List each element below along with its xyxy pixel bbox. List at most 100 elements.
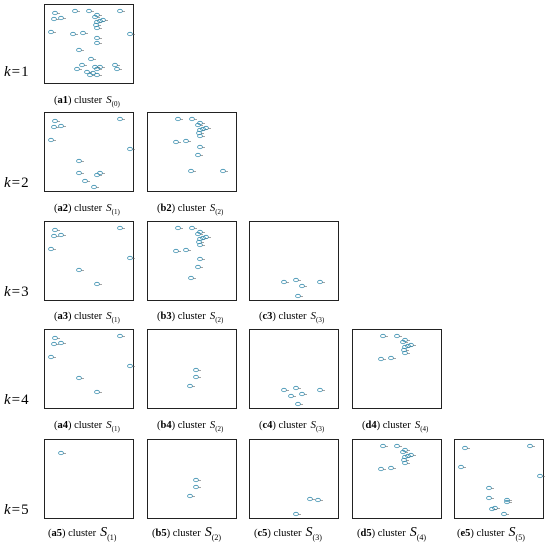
- cluster-marker: [94, 72, 102, 78]
- cluster-marker: [92, 64, 100, 70]
- cluster-marker: [187, 383, 195, 389]
- cluster-marker: [193, 374, 201, 380]
- cluster-plot-b3: [173, 225, 211, 281]
- cluster-marker: [76, 47, 84, 53]
- row-label-k4: k=4: [4, 392, 29, 408]
- caption-b5: (b5) cluster S(2): [152, 525, 222, 542]
- cluster-marker: [76, 158, 84, 164]
- cluster-marker: [299, 391, 307, 397]
- caption-d5: (d5) cluster S(4): [357, 525, 427, 542]
- cluster-marker: [402, 460, 410, 466]
- cluster-marker: [70, 31, 78, 37]
- cluster-marker: [293, 385, 301, 391]
- cluster-plot-e5: [458, 443, 545, 517]
- cluster-marker: [537, 473, 545, 479]
- cluster-panel-a1: [44, 4, 135, 84]
- cluster-marker: [94, 281, 102, 287]
- cluster-marker: [195, 264, 203, 270]
- cluster-marker: [193, 477, 201, 483]
- cluster-marker: [489, 506, 497, 512]
- row-label-k5: k=5: [4, 502, 29, 518]
- cluster-marker: [82, 178, 90, 184]
- cluster-panel-c4: [249, 329, 339, 409]
- cluster-plot-a2: [48, 116, 135, 190]
- cluster-marker: [288, 393, 296, 399]
- cluster-marker: [48, 29, 56, 35]
- cluster-plot-d4: [378, 333, 416, 362]
- cluster-marker: [486, 495, 494, 501]
- caption-d4: (d4) cluster S(4): [362, 419, 429, 434]
- row-label-k2: k=2: [4, 175, 29, 191]
- caption-c3: (c3) cluster S(3): [259, 310, 325, 325]
- cluster-marker: [197, 256, 205, 262]
- cluster-marker: [52, 118, 60, 124]
- cluster-panel-b4: [147, 329, 237, 409]
- cluster-marker: [94, 12, 102, 18]
- cluster-marker: [72, 8, 80, 14]
- cluster-marker: [281, 387, 289, 393]
- cluster-marker: [117, 225, 125, 231]
- cluster-plot-d5: [378, 443, 416, 472]
- cluster-marker: [79, 62, 87, 68]
- cluster-marker: [187, 493, 195, 499]
- cluster-marker: [295, 293, 303, 299]
- cluster-marker: [293, 511, 301, 517]
- cluster-panel-d4: [352, 329, 442, 409]
- cluster-marker: [58, 340, 66, 346]
- cluster-marker: [173, 248, 181, 254]
- cluster-marker: [51, 341, 59, 347]
- cluster-marker: [94, 25, 102, 31]
- cluster-marker: [100, 17, 108, 23]
- cluster-marker: [52, 227, 60, 233]
- cluster-panel-c3: [249, 221, 339, 301]
- cluster-marker: [97, 170, 105, 176]
- cluster-marker: [195, 152, 203, 158]
- cluster-marker: [86, 8, 94, 14]
- cluster-marker: [127, 146, 135, 152]
- cluster-panel-a2: [44, 112, 135, 192]
- cluster-marker: [197, 242, 205, 248]
- cluster-marker: [378, 356, 386, 362]
- cluster-marker: [51, 124, 59, 130]
- cluster-marker: [183, 138, 191, 144]
- cluster-marker: [394, 333, 402, 339]
- cluster-panel-d5: [352, 439, 442, 519]
- cluster-marker: [462, 445, 470, 451]
- caption-b3: (b3) cluster S(2): [157, 310, 224, 325]
- cluster-panel-a3: [44, 221, 135, 301]
- cluster-panel-a5: [44, 439, 134, 519]
- caption-e5: (e5) cluster S(5): [457, 525, 525, 542]
- cluster-marker: [58, 123, 66, 129]
- cluster-plot-a5: [58, 450, 66, 456]
- cluster-marker: [183, 247, 191, 253]
- cluster-marker: [94, 389, 102, 395]
- caption-a3: (a3) cluster S(1): [54, 310, 120, 325]
- cluster-plot-c5: [293, 496, 323, 517]
- cluster-marker: [394, 443, 402, 449]
- cluster-panel-c5: [249, 439, 339, 519]
- cluster-marker: [317, 279, 325, 285]
- cluster-marker: [188, 168, 196, 174]
- cluster-marker: [293, 277, 301, 283]
- cluster-marker: [80, 30, 88, 36]
- cluster-marker: [197, 133, 205, 139]
- cluster-marker: [193, 484, 201, 490]
- cluster-marker: [315, 497, 323, 503]
- cluster-marker: [127, 255, 135, 261]
- cluster-marker: [127, 363, 135, 369]
- cluster-plot-c4: [281, 385, 325, 407]
- row-label-k1: k=1: [4, 64, 29, 80]
- cluster-marker: [88, 56, 96, 62]
- cluster-marker: [91, 184, 99, 190]
- cluster-marker: [388, 465, 396, 471]
- cluster-marker: [402, 350, 410, 356]
- cluster-marker: [94, 35, 102, 41]
- cluster-plot-c3: [281, 277, 325, 299]
- cluster-marker: [76, 170, 84, 176]
- cluster-marker: [173, 139, 181, 145]
- cluster-marker: [317, 387, 325, 393]
- cluster-plot-a1: [48, 8, 135, 78]
- cluster-marker: [380, 333, 388, 339]
- cluster-marker: [175, 116, 183, 122]
- caption-b2: (b2) cluster S(2): [157, 202, 224, 217]
